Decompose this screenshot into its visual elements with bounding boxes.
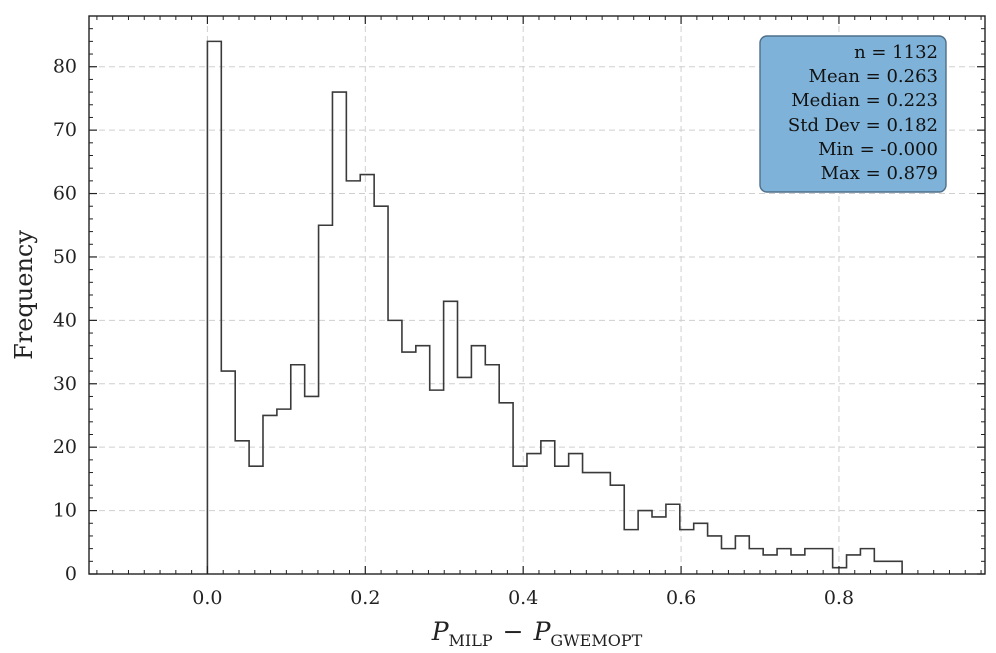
x-tick-label: 0.4	[508, 587, 538, 609]
stats-mean: Mean = 0.263	[809, 66, 938, 87]
x-tick-label: 0.0	[192, 587, 222, 609]
y-axis-label: Frequency	[10, 230, 38, 360]
histogram-series	[206, 40, 903, 574]
stats-std-dev: Std Dev = 0.182	[788, 115, 938, 136]
x-tick-label: 0.2	[350, 587, 380, 609]
x-axis-label-main2: P	[533, 617, 552, 646]
y-tick-label: 40	[53, 309, 77, 331]
x-axis-label-sub1: MILP	[449, 631, 493, 650]
stats-median: Median = 0.223	[791, 90, 938, 111]
stats-box-background	[759, 35, 947, 193]
stats-n: n = 1132	[854, 42, 938, 63]
x-axis-label-minus: −	[503, 617, 524, 646]
x-tick-label: 0.6	[666, 587, 696, 609]
x-axis-label-sub2: GWEMOPT	[550, 631, 642, 650]
y-tick-label: 20	[53, 436, 77, 458]
y-tick-label: 50	[53, 246, 77, 268]
axis-ticks	[89, 16, 985, 575]
x-tick-label: 0.8	[824, 587, 854, 609]
stats-max: Max = 0.879	[821, 163, 938, 184]
y-tick-label: 70	[53, 119, 77, 141]
y-tick-label: 30	[53, 373, 77, 395]
stats-min: Min = -0.000	[818, 139, 938, 160]
y-tick-label: 10	[53, 500, 77, 522]
stats-box: n = 1132 Mean = 0.263 Median = 0.223 Std…	[759, 35, 947, 193]
y-tick-label: 0	[65, 563, 77, 585]
tick-labels: 0.0 0.2 0.4 0.6 0.8 0 10 20 30 40 50 60 70 80	[53, 56, 854, 609]
y-tick-label: 80	[53, 56, 77, 78]
x-axis-label-main: P	[431, 617, 450, 646]
x-axis-label: PMILP − PGWEMOPT	[431, 617, 643, 650]
y-tick-label: 60	[53, 183, 77, 205]
